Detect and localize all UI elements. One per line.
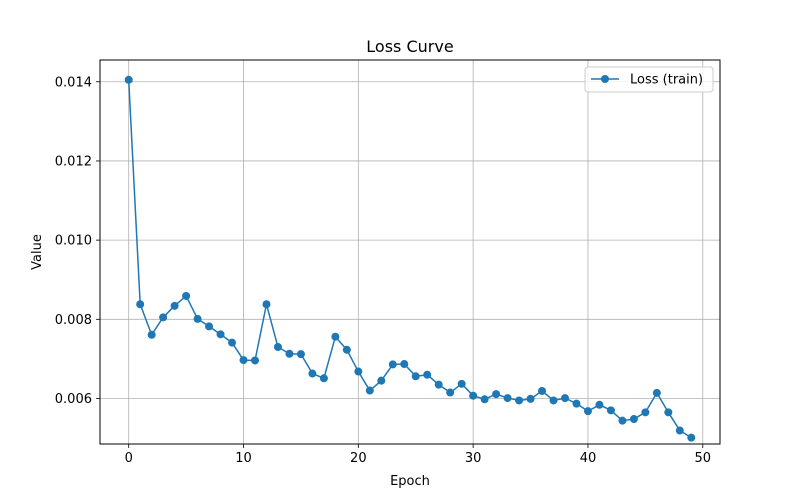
data-point (446, 388, 455, 397)
data-point (549, 396, 558, 405)
plot-area-frame (99, 59, 721, 445)
data-point (492, 390, 501, 399)
data-point (296, 350, 305, 359)
legend-series-label: Loss (train) (630, 73, 703, 88)
data-point (606, 406, 615, 415)
data-point (503, 394, 512, 403)
data-point (480, 395, 489, 404)
data-point (262, 300, 271, 309)
data-point (228, 338, 237, 347)
x-axis-label: Epoch (390, 474, 430, 489)
data-point (193, 314, 202, 323)
chart-title: Loss Curve (366, 37, 453, 56)
data-point (388, 360, 397, 369)
legend: Loss (train) (584, 66, 714, 93)
data-point (469, 391, 478, 400)
legend-box (584, 66, 714, 93)
data-point (561, 394, 569, 403)
data-point (595, 400, 604, 409)
data-point (285, 349, 294, 358)
data-point (216, 330, 225, 339)
data-point (572, 399, 581, 408)
data-point (664, 408, 673, 417)
data-point (411, 372, 420, 381)
data-point (641, 408, 650, 417)
data-point (251, 356, 259, 365)
data-point (457, 379, 466, 388)
y-tick-label: 0.006 (55, 392, 92, 407)
data-point (342, 345, 351, 354)
data-point (629, 415, 638, 424)
data-point (331, 332, 340, 341)
data-point (273, 343, 282, 352)
data-point (365, 386, 374, 395)
data-point (538, 386, 547, 395)
data-point (159, 313, 168, 322)
data-point (319, 374, 328, 383)
y-tick-label: 0.014 (55, 75, 92, 90)
y-tick-label: 0.012 (55, 154, 92, 169)
legend-series-marker (601, 75, 609, 83)
data-point (515, 396, 524, 405)
series-layer (124, 75, 696, 442)
y-axis-ticks: 0.006 0.008 0.010 0.012 0.014 (55, 75, 100, 407)
x-tick-label: 10 (235, 451, 252, 466)
data-point (583, 407, 592, 416)
x-tick-label: 0 (125, 451, 133, 466)
y-tick-label: 0.008 (55, 313, 92, 328)
data-point (147, 330, 156, 339)
data-point (308, 369, 317, 378)
data-point (124, 75, 133, 84)
data-point (377, 376, 386, 385)
data-point (400, 360, 409, 369)
x-axis-ticks: 0 10 20 30 40 50 (125, 444, 711, 466)
data-point (205, 322, 214, 331)
data-point (239, 356, 248, 365)
x-tick-label: 30 (465, 451, 482, 466)
data-point (675, 426, 684, 435)
x-tick-label: 20 (350, 451, 367, 466)
data-point (170, 301, 179, 310)
data-point (354, 367, 363, 376)
data-point (423, 370, 432, 379)
data-point (136, 300, 145, 309)
y-axis-label: Value (30, 234, 45, 270)
y-tick-label: 0.010 (55, 234, 92, 249)
data-point (182, 291, 191, 300)
data-point (526, 394, 535, 403)
data-point (434, 380, 443, 389)
data-point (652, 388, 661, 397)
x-tick-label: 50 (695, 451, 712, 466)
x-tick-label: 40 (580, 451, 597, 466)
data-point (618, 416, 627, 425)
data-point (687, 433, 696, 442)
